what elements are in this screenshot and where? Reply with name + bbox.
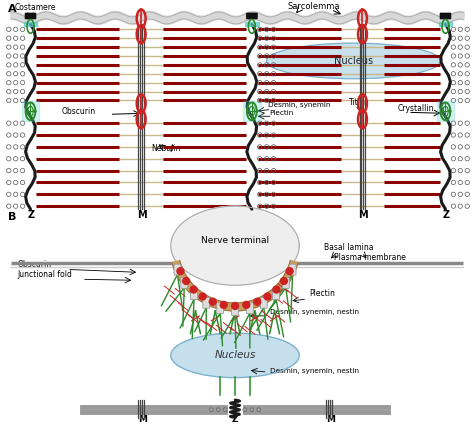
Text: Desmin, synemin, nestin: Desmin, synemin, nestin [270, 368, 359, 374]
FancyBboxPatch shape [203, 297, 210, 308]
Circle shape [220, 301, 227, 308]
Circle shape [182, 278, 190, 285]
FancyBboxPatch shape [246, 303, 253, 313]
FancyBboxPatch shape [232, 305, 238, 315]
Polygon shape [171, 206, 299, 285]
Circle shape [190, 286, 197, 293]
Text: Nucleus: Nucleus [214, 350, 255, 361]
FancyBboxPatch shape [217, 303, 224, 313]
Circle shape [273, 286, 280, 293]
Text: M: M [358, 210, 368, 220]
Ellipse shape [267, 43, 440, 79]
Circle shape [199, 293, 206, 300]
Ellipse shape [171, 333, 299, 377]
Circle shape [286, 268, 293, 275]
Text: Nebulin: Nebulin [151, 144, 181, 153]
Text: B: B [8, 212, 16, 222]
FancyBboxPatch shape [289, 264, 296, 275]
Circle shape [210, 298, 216, 305]
Text: Basal lamina: Basal lamina [324, 243, 374, 252]
Text: Plectin: Plectin [309, 289, 335, 298]
Text: Desmin, synemin: Desmin, synemin [268, 103, 330, 108]
FancyBboxPatch shape [191, 289, 198, 300]
Text: M: M [137, 210, 147, 220]
FancyBboxPatch shape [273, 289, 280, 300]
FancyBboxPatch shape [440, 13, 451, 19]
Text: Crystallin: Crystallin [398, 104, 435, 113]
FancyBboxPatch shape [260, 297, 267, 308]
Text: Z: Z [232, 415, 238, 424]
Text: Nerve terminal: Nerve terminal [201, 236, 269, 245]
Text: Obscurin: Obscurin [18, 261, 52, 270]
Text: Z: Z [27, 210, 35, 220]
Text: Plasma membrane: Plasma membrane [334, 253, 406, 262]
Text: Costamere: Costamere [15, 3, 56, 12]
Text: Nucleus: Nucleus [334, 56, 373, 66]
FancyBboxPatch shape [283, 278, 289, 288]
Circle shape [281, 278, 287, 285]
Text: M: M [326, 415, 335, 424]
Text: Z: Z [443, 210, 450, 220]
Text: Z: Z [249, 210, 256, 220]
Text: Plectin: Plectin [270, 110, 294, 116]
Text: M: M [138, 415, 147, 424]
Text: A: A [8, 4, 17, 13]
Text: Obscurin: Obscurin [62, 107, 96, 116]
Polygon shape [172, 261, 298, 311]
Circle shape [177, 268, 184, 275]
Circle shape [243, 301, 250, 308]
FancyBboxPatch shape [246, 13, 257, 19]
Circle shape [232, 302, 238, 309]
Text: Titin: Titin [349, 99, 365, 107]
FancyBboxPatch shape [174, 264, 181, 275]
Circle shape [264, 293, 271, 300]
FancyBboxPatch shape [181, 278, 188, 288]
Text: Desmin, synemin, nestin: Desmin, synemin, nestin [270, 309, 359, 315]
Text: Sarcolemma: Sarcolemma [288, 2, 340, 11]
Circle shape [254, 298, 261, 305]
Text: Junctional fold: Junctional fold [18, 270, 73, 279]
FancyBboxPatch shape [25, 13, 36, 19]
